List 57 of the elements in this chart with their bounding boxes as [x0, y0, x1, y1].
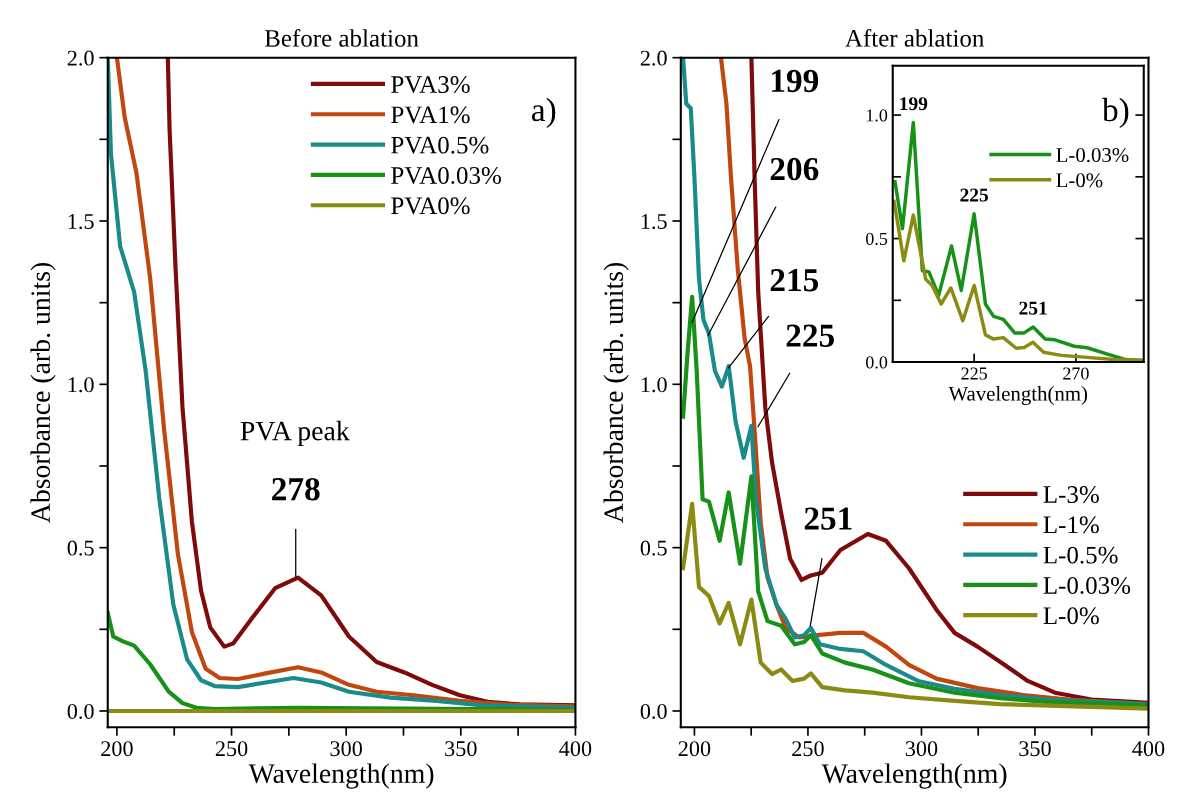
- y-tick-label: 1.0: [641, 377, 667, 393]
- y-axis-title: Absorbance (arb. units): [30, 262, 56, 523]
- x-tick-label: 350: [1019, 741, 1051, 757]
- chart-title: After ablation: [845, 28, 985, 47]
- annotation: 225: [786, 324, 834, 347]
- y-tick-label: 0.0: [67, 703, 94, 719]
- legend-label: PVA0.03%: [391, 167, 501, 185]
- y-tick-label: 0.0: [640, 703, 667, 719]
- x-axis-title: Wavelength(nm): [948, 386, 1088, 406]
- y-tick-label: 0.5: [640, 540, 667, 556]
- chart-title: Before ablation: [264, 28, 419, 47]
- legend-label: PVA0.5%: [391, 136, 489, 154]
- y-tick-label: 0.5: [865, 232, 888, 246]
- legend-label: L-3%: [1043, 486, 1099, 503]
- y-tick-label: 1.0: [866, 109, 888, 122]
- annotation: 251: [1019, 301, 1047, 315]
- legend-label: PVA0%: [391, 197, 470, 215]
- annotation: b): [1102, 97, 1129, 129]
- x-tick-label: 400: [559, 741, 592, 757]
- y-tick-label: 2.0: [640, 50, 667, 66]
- x-axis-title: Wavelength(nm): [248, 763, 434, 789]
- legend-label: L-0.03%: [1043, 577, 1131, 594]
- y-tick-label: 2.0: [67, 50, 94, 66]
- x-tick-label: 270: [1063, 367, 1089, 380]
- y-tick-label: 1.5: [641, 214, 667, 230]
- x-tick-label: 300: [905, 741, 938, 757]
- legend-label: L-0.03%: [1056, 148, 1129, 163]
- y-tick-label: 1.0: [68, 377, 94, 393]
- legend-label: PVA1%: [391, 106, 470, 124]
- legend-label: L-0%: [1056, 173, 1103, 188]
- annotation: 251: [804, 507, 852, 530]
- annotation: 199: [771, 69, 819, 93]
- legend-label: L-1%: [1043, 516, 1099, 534]
- x-tick-label: 200: [678, 741, 711, 757]
- x-tick-label: 200: [101, 741, 133, 757]
- line-series: [680, 501, 1149, 711]
- y-tick-label: 0.0: [865, 356, 888, 369]
- annotation: a): [531, 97, 556, 129]
- x-tick-label: 350: [445, 741, 477, 757]
- y-axis-title: Absorbance (arb. units): [603, 262, 629, 523]
- annotation: PVA peak: [240, 420, 350, 447]
- legend-label: L-0.5%: [1043, 546, 1118, 564]
- x-tick-label: 400: [1132, 741, 1165, 757]
- y-tick-label: 1.5: [68, 214, 94, 230]
- legend-label: PVA3%: [391, 76, 470, 94]
- line-series: [680, 294, 1149, 708]
- annotation: 225: [960, 188, 989, 202]
- x-tick-label: 300: [330, 741, 362, 757]
- x-tick-label: 250: [792, 741, 824, 757]
- x-axis-title: Wavelength(nm): [821, 763, 1007, 789]
- annotation: 215: [770, 269, 819, 292]
- annotation: 206: [770, 157, 819, 181]
- y-tick-label: 0.5: [67, 540, 94, 556]
- x-tick-label: 250: [215, 741, 248, 757]
- annotation: 199: [900, 97, 928, 111]
- legend-label: L-0%: [1043, 607, 1099, 625]
- annotation: 278: [272, 477, 320, 501]
